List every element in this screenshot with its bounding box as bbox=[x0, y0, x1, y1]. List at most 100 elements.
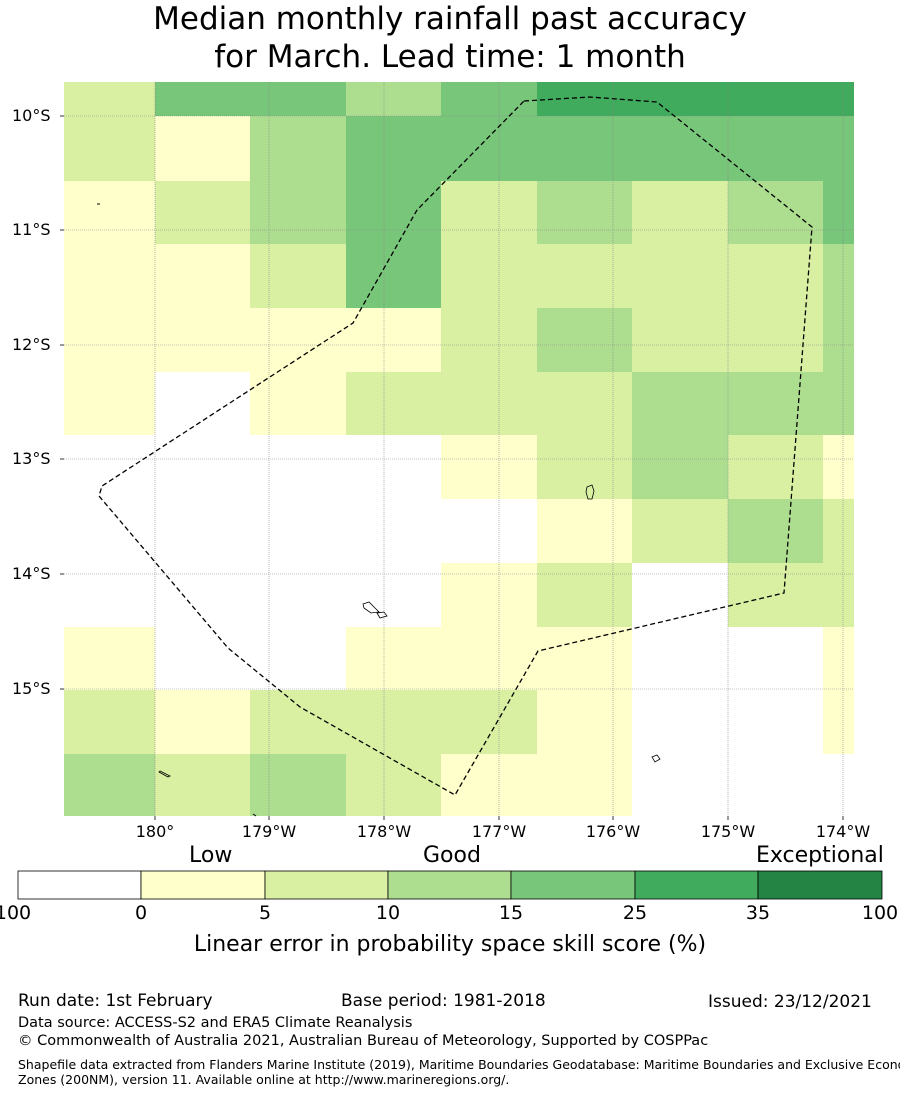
legend-colorbar bbox=[17, 870, 883, 900]
skill-cell bbox=[64, 308, 155, 372]
skill-cell bbox=[64, 181, 155, 244]
skill-cell bbox=[728, 435, 823, 499]
chart-title: Median monthly rainfall past accuracy fo… bbox=[0, 0, 900, 76]
skill-cell bbox=[250, 244, 346, 308]
lon-label-175w: 175°W bbox=[700, 822, 756, 841]
eez-boundary-line bbox=[98, 96, 813, 796]
skill-cell bbox=[537, 244, 632, 308]
skill-cell bbox=[632, 372, 728, 435]
skill-cell bbox=[155, 435, 250, 499]
skill-cell bbox=[728, 754, 823, 816]
skill-cell bbox=[728, 308, 823, 372]
skill-cell bbox=[346, 754, 441, 816]
rainfall-skill-map bbox=[60, 82, 854, 820]
skill-cell bbox=[64, 82, 155, 116]
lat-label-14s: 14°S bbox=[12, 564, 51, 583]
title-line-1: Median monthly rainfall past accuracy bbox=[153, 1, 747, 37]
skill-cell bbox=[537, 754, 632, 816]
skill-cell bbox=[823, 435, 854, 499]
skill-cell bbox=[64, 116, 155, 181]
legend-tick-label: 10 bbox=[375, 902, 401, 924]
skill-cell bbox=[537, 563, 632, 627]
skill-cell bbox=[441, 435, 537, 499]
lon-label-180: 180° bbox=[135, 822, 175, 841]
base-period: Base period: 1981-2018 bbox=[341, 991, 546, 1011]
skill-cell bbox=[250, 116, 346, 181]
island-shape bbox=[585, 484, 595, 500]
skill-cell bbox=[823, 372, 854, 435]
island-shape bbox=[362, 601, 380, 614]
skill-cell bbox=[537, 181, 632, 244]
lon-label-177w: 177°W bbox=[471, 822, 527, 841]
skill-cell bbox=[632, 181, 728, 244]
skill-cell bbox=[441, 116, 537, 181]
legend-category-low: Low bbox=[189, 843, 233, 868]
skill-cell bbox=[823, 627, 854, 690]
skill-cell bbox=[64, 435, 155, 499]
shapefile-credit-line-2: Zones (200NM), version 11. Available onl… bbox=[18, 1072, 510, 1087]
legend-title: Linear error in probability space skill … bbox=[193, 932, 707, 957]
legend-color-box bbox=[634, 870, 759, 900]
skill-cell bbox=[64, 627, 155, 690]
skill-cell bbox=[155, 627, 250, 690]
skill-cell bbox=[346, 627, 441, 690]
map-gridlines bbox=[64, 82, 854, 816]
skill-cell bbox=[155, 82, 250, 116]
run-date: Run date: 1st February bbox=[18, 991, 213, 1011]
skill-cell bbox=[64, 754, 155, 816]
skill-cell bbox=[346, 82, 441, 116]
skill-cell bbox=[537, 627, 632, 690]
lon-label-178w: 178°W bbox=[356, 822, 412, 841]
skill-cell bbox=[346, 116, 441, 181]
issued-date: Issued: 23/12/2021 bbox=[708, 992, 872, 1012]
legend-tick-label: 0 bbox=[134, 902, 148, 924]
skill-cell bbox=[632, 499, 728, 563]
lat-label-10s: 10°S bbox=[12, 106, 51, 125]
lat-label-15s: 15°S bbox=[12, 679, 51, 698]
skill-cell bbox=[64, 563, 155, 627]
skill-cell bbox=[632, 627, 728, 690]
island-shape bbox=[158, 770, 171, 778]
skill-cell bbox=[346, 372, 441, 435]
skill-cell bbox=[346, 244, 441, 308]
skill-cell bbox=[250, 308, 346, 372]
island-shape bbox=[651, 754, 661, 763]
skill-cell bbox=[823, 244, 854, 308]
skill-cell bbox=[823, 690, 854, 754]
legend-color-box bbox=[17, 870, 142, 900]
title-line-2: for March. Lead time: 1 month bbox=[214, 39, 686, 75]
legend-color-box bbox=[387, 870, 512, 900]
skill-cell bbox=[250, 181, 346, 244]
skill-cell bbox=[64, 690, 155, 754]
skill-cell bbox=[537, 435, 632, 499]
skill-cell bbox=[728, 116, 823, 181]
skill-cell bbox=[346, 308, 441, 372]
skill-cell bbox=[250, 372, 346, 435]
skill-cell bbox=[346, 181, 441, 244]
shapefile-credit-line-1: Shapefile data extracted from Flanders M… bbox=[18, 1057, 900, 1072]
skill-cell bbox=[537, 116, 632, 181]
skill-cell bbox=[537, 690, 632, 754]
skill-cell bbox=[537, 308, 632, 372]
legend-tick-label: 35 bbox=[745, 902, 771, 924]
skill-cell bbox=[250, 82, 346, 116]
lat-label-12s: 12°S bbox=[12, 335, 51, 354]
skill-cell bbox=[537, 372, 632, 435]
island-shape bbox=[376, 611, 388, 619]
lat-label-13s: 13°S bbox=[12, 449, 51, 468]
skill-cell bbox=[632, 754, 728, 816]
copyright-notice: © Commonwealth of Australia 2021, Austra… bbox=[18, 1033, 709, 1049]
skill-cell bbox=[346, 499, 441, 563]
skill-cell bbox=[250, 754, 346, 816]
skill-cell bbox=[632, 308, 728, 372]
skill-cell bbox=[537, 82, 854, 116]
skill-cell bbox=[823, 499, 854, 563]
skill-cell bbox=[441, 244, 537, 308]
lon-label-174w: 174°W bbox=[815, 822, 871, 841]
lat-label-11s: 11°S bbox=[12, 220, 51, 239]
skill-grid-cells bbox=[64, 82, 854, 816]
legend-tick-label: 5 bbox=[258, 902, 272, 924]
legend-color-box bbox=[757, 870, 883, 900]
shapefile-credit: Shapefile data extracted from Flanders M… bbox=[18, 1057, 900, 1087]
skill-cell bbox=[155, 690, 250, 754]
